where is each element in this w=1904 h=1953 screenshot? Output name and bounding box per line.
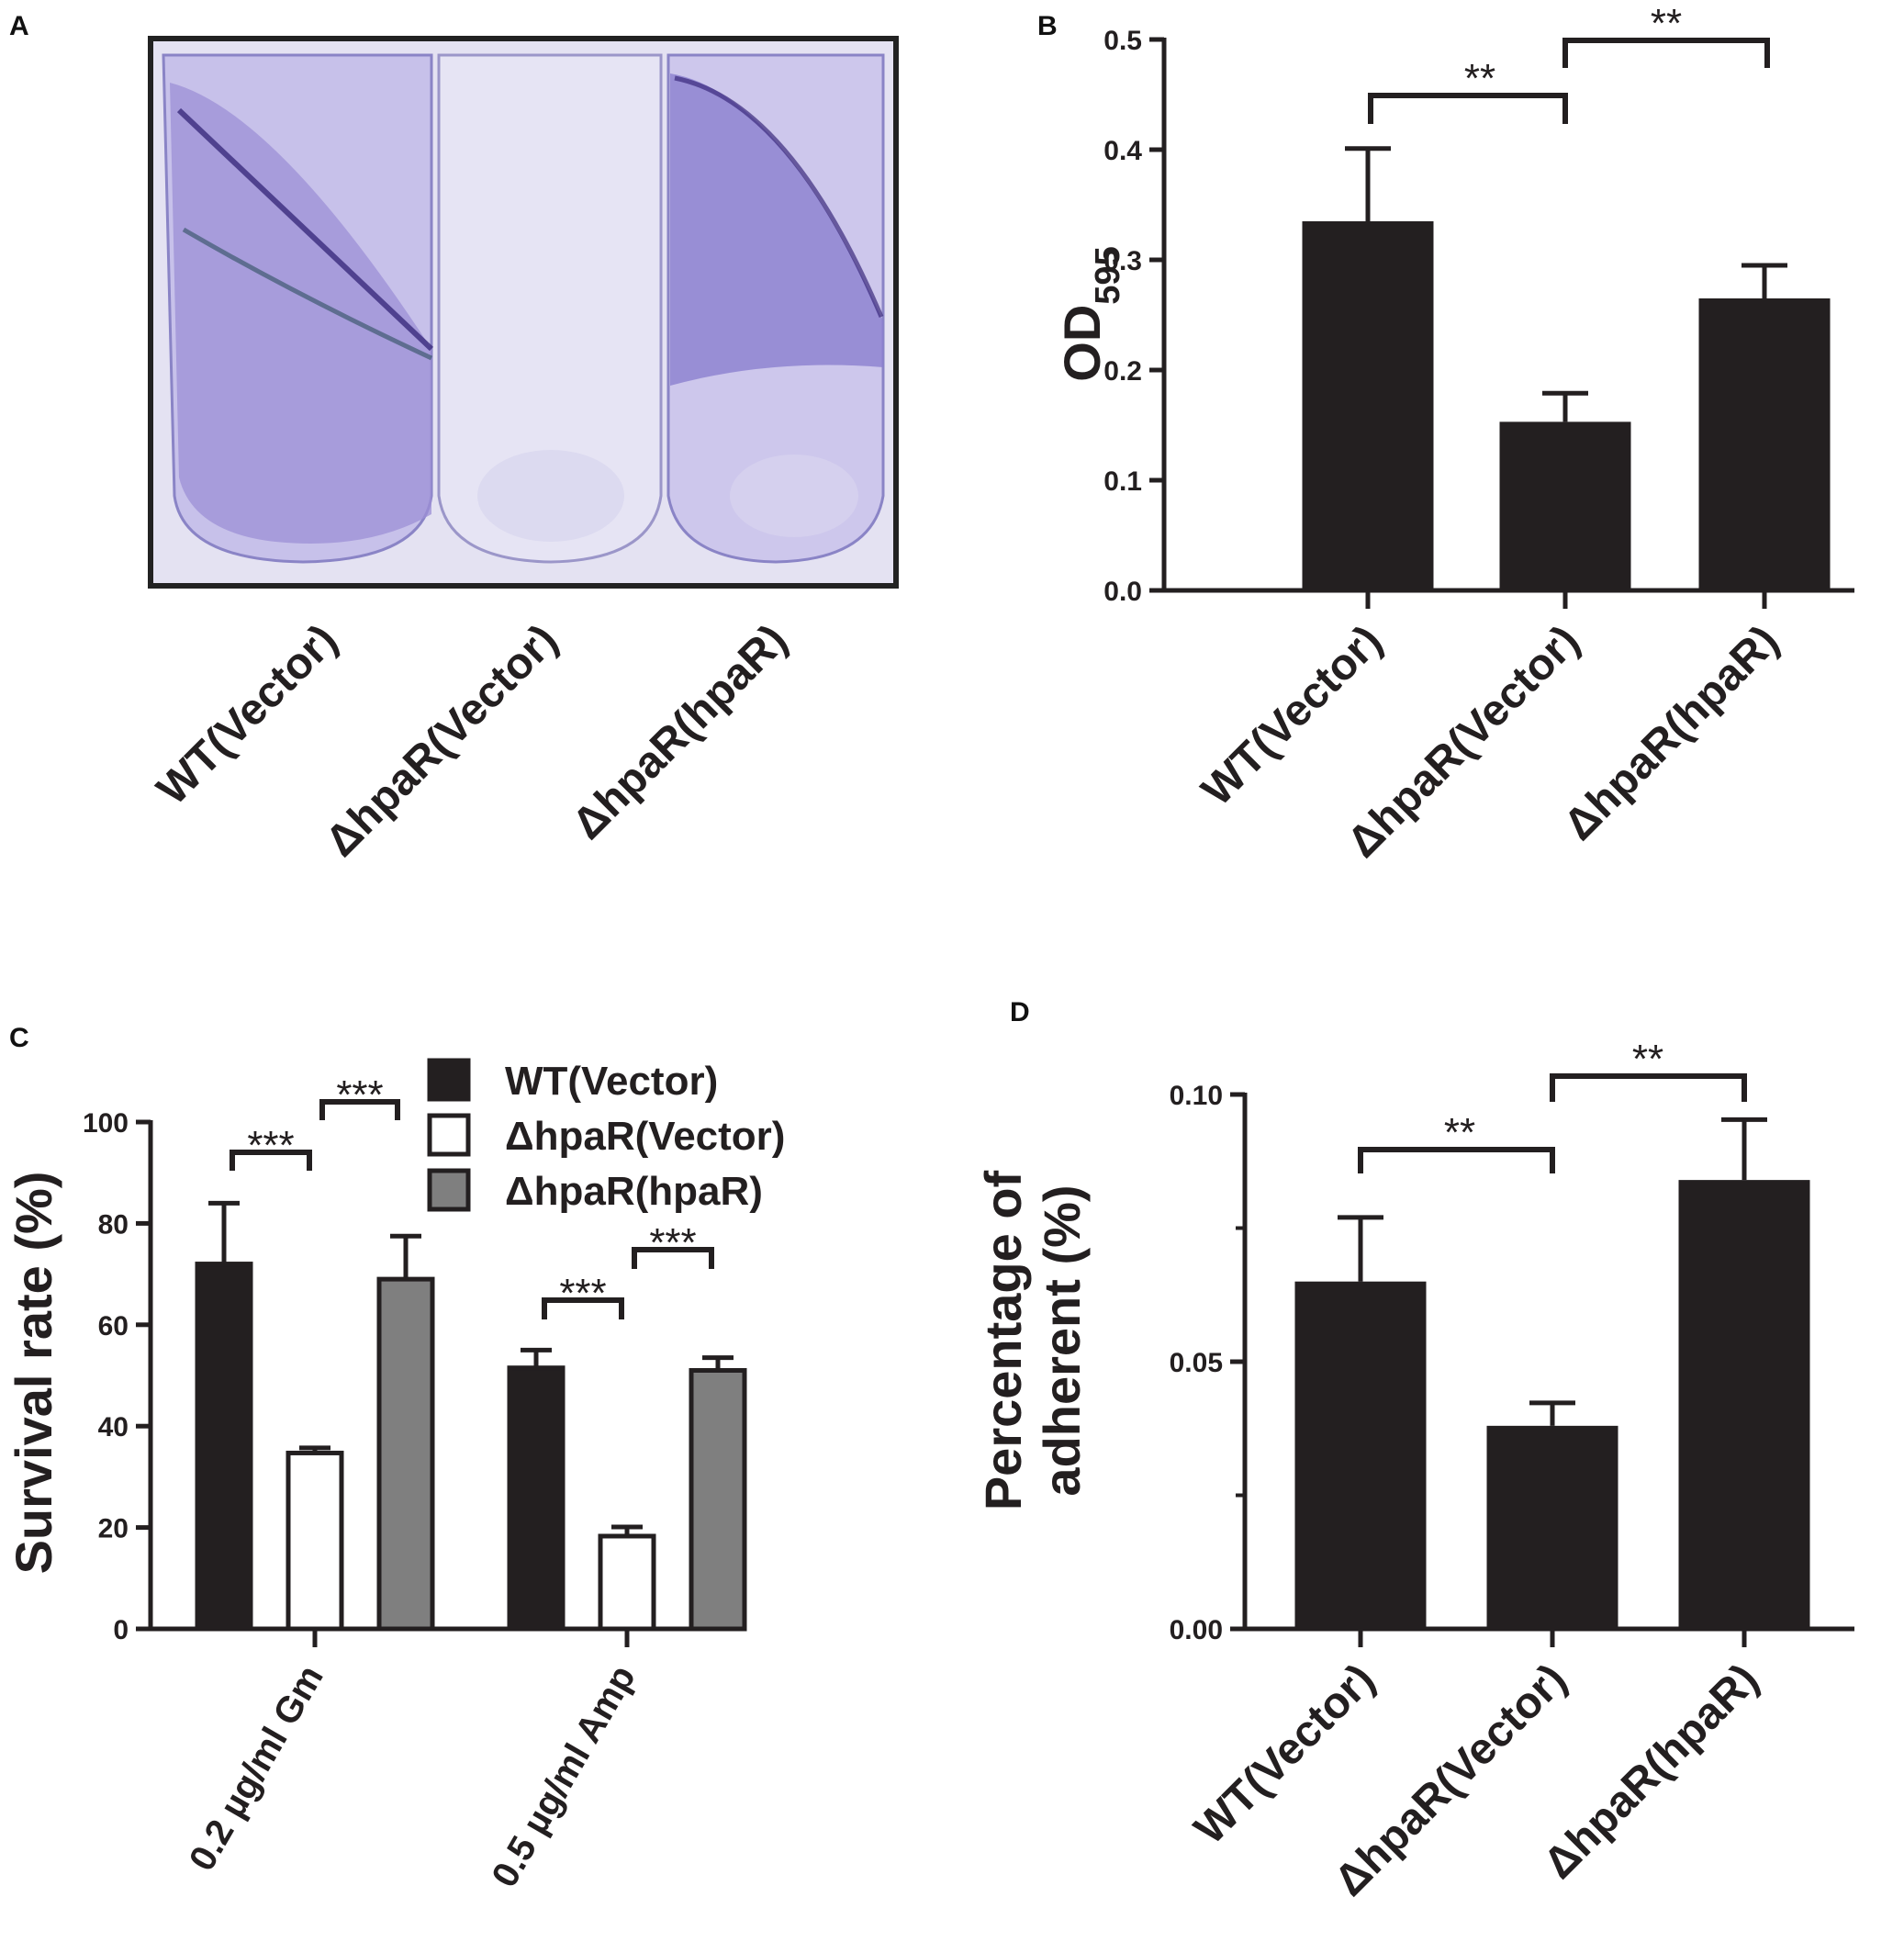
panel-a: A WT(Vector) ΔhpaR(Vector) ΔhpaR(hpaR) (9, 11, 899, 866)
panel-c: C Survival rate (%) 0 20 40 60 80 100 0.2 µg/m… (5, 1023, 785, 1894)
legend-swatch (427, 1113, 471, 1157)
bar (598, 1533, 656, 1632)
bar (376, 1276, 435, 1632)
y-tick-label: 0.05 (1170, 1348, 1223, 1378)
y-tick-label: 0.2 (1103, 356, 1142, 387)
bar (1678, 1180, 1810, 1629)
panel-a-letter: A (9, 11, 29, 41)
y-tick-label: 20 (98, 1514, 129, 1544)
bar (286, 1450, 344, 1632)
y-tick-label: 60 (98, 1311, 129, 1341)
bar (1486, 1425, 1618, 1629)
photo-label-delta: ΔhpaR(Vector) (317, 615, 567, 866)
legend-label: ΔhpaR(Vector) (505, 1114, 785, 1159)
panel-c-plot: 0 20 40 60 80 100 0.2 µg/ml Gm 0.5 µg/ml Amp (83, 1108, 747, 1894)
panel-c-star-gm-left: *** (247, 1123, 294, 1168)
panel-d: D Percentage of adherent (%) 0.00 0.05 0.1… (974, 997, 1854, 1905)
x-tick-label: 0.5 µg/ml Amp (484, 1659, 643, 1894)
y-tick-label: 80 (98, 1209, 129, 1240)
x-tick-label: 0.2 µg/ml Gm (182, 1659, 331, 1878)
y-tick-label: 100 (83, 1108, 129, 1139)
panel-b: B OD595 0.0 0.1 0.2 0.3 0.4 0.5 WT(Vector) Δhpa… (1037, 1, 1854, 867)
y-tick-label: 0.00 (1170, 1615, 1223, 1645)
y-tick-label: 0.1 (1103, 466, 1142, 497)
y-tick-label: 40 (98, 1412, 129, 1442)
bar (1294, 1281, 1427, 1629)
biofilm-photo (148, 36, 899, 589)
panel-d-letter: D (1010, 997, 1030, 1027)
legend-label: ΔhpaR(hpaR) (505, 1169, 763, 1214)
x-tick-label: WT(Vector) (1193, 616, 1392, 815)
panel-d-ylabel-1: Percentage of (974, 1170, 1032, 1510)
panel-b-ylabel: OD595 (1053, 246, 1127, 381)
y-tick-label: 0.10 (1170, 1081, 1223, 1111)
panel-c-star-amp-left: *** (559, 1271, 606, 1316)
panel-b-star-left: ** (1464, 56, 1495, 101)
panel-c-legend: WT(Vector) ΔhpaR(Vector) ΔhpaR(hpaR) (427, 1058, 785, 1214)
legend-swatch (427, 1168, 471, 1212)
panel-c-significance: *** *** *** *** (230, 1072, 714, 1319)
bar (689, 1367, 747, 1632)
legend-label: WT(Vector) (505, 1059, 718, 1104)
photo-label-wt: WT(Vector) (148, 615, 347, 814)
x-tick-label: ΔhpaR(hpaR) (1555, 616, 1788, 849)
bar (195, 1262, 253, 1632)
panel-c-ylabel: Survival rate (%) (5, 1172, 62, 1575)
legend-swatch (427, 1058, 471, 1102)
panel-b-star-right: ** (1651, 1, 1682, 46)
panel-d-significance: ** ** (1358, 1037, 1747, 1173)
panel-b-plot: 0.00.10.20.30.40.5WT(Vector)ΔhpaR(Vector… (1103, 26, 1854, 867)
photo-labels: WT(Vector) ΔhpaR(Vector) ΔhpaR(hpaR) (148, 615, 797, 866)
y-tick-label: 0.5 (1103, 26, 1142, 56)
panel-b-ylabel-main: OD (1053, 305, 1111, 382)
bar (507, 1365, 566, 1632)
panel-b-ylabel-sub: 595 (1089, 246, 1127, 304)
bar (1499, 421, 1631, 590)
panel-b-letter: B (1037, 11, 1058, 41)
y-tick-label: 0 (113, 1615, 129, 1645)
panel-d-ylabel-2: adherent (%) (1033, 1184, 1091, 1496)
panel-c-letter: C (9, 1023, 29, 1053)
panel-c-star-gm-right: *** (336, 1072, 383, 1117)
panel-c-star-amp-right: *** (649, 1220, 696, 1265)
panel-d-star-left: ** (1444, 1110, 1475, 1155)
panel-d-plot: 0.000.050.10WT(Vector)ΔhpaR(Vector)ΔhpaR… (1170, 1081, 1854, 1905)
panel-b-significance: ** ** (1368, 1, 1770, 124)
photo-label-comp: ΔhpaR(hpaR) (564, 615, 797, 848)
y-tick-label: 0.0 (1103, 577, 1142, 607)
panel-d-star-right: ** (1632, 1037, 1663, 1082)
y-tick-label: 0.3 (1103, 246, 1142, 276)
x-tick-label: WT(Vector) (1185, 1655, 1384, 1854)
bar (1302, 221, 1434, 590)
bar (1698, 298, 1831, 590)
y-tick-label: 0.4 (1103, 136, 1142, 166)
